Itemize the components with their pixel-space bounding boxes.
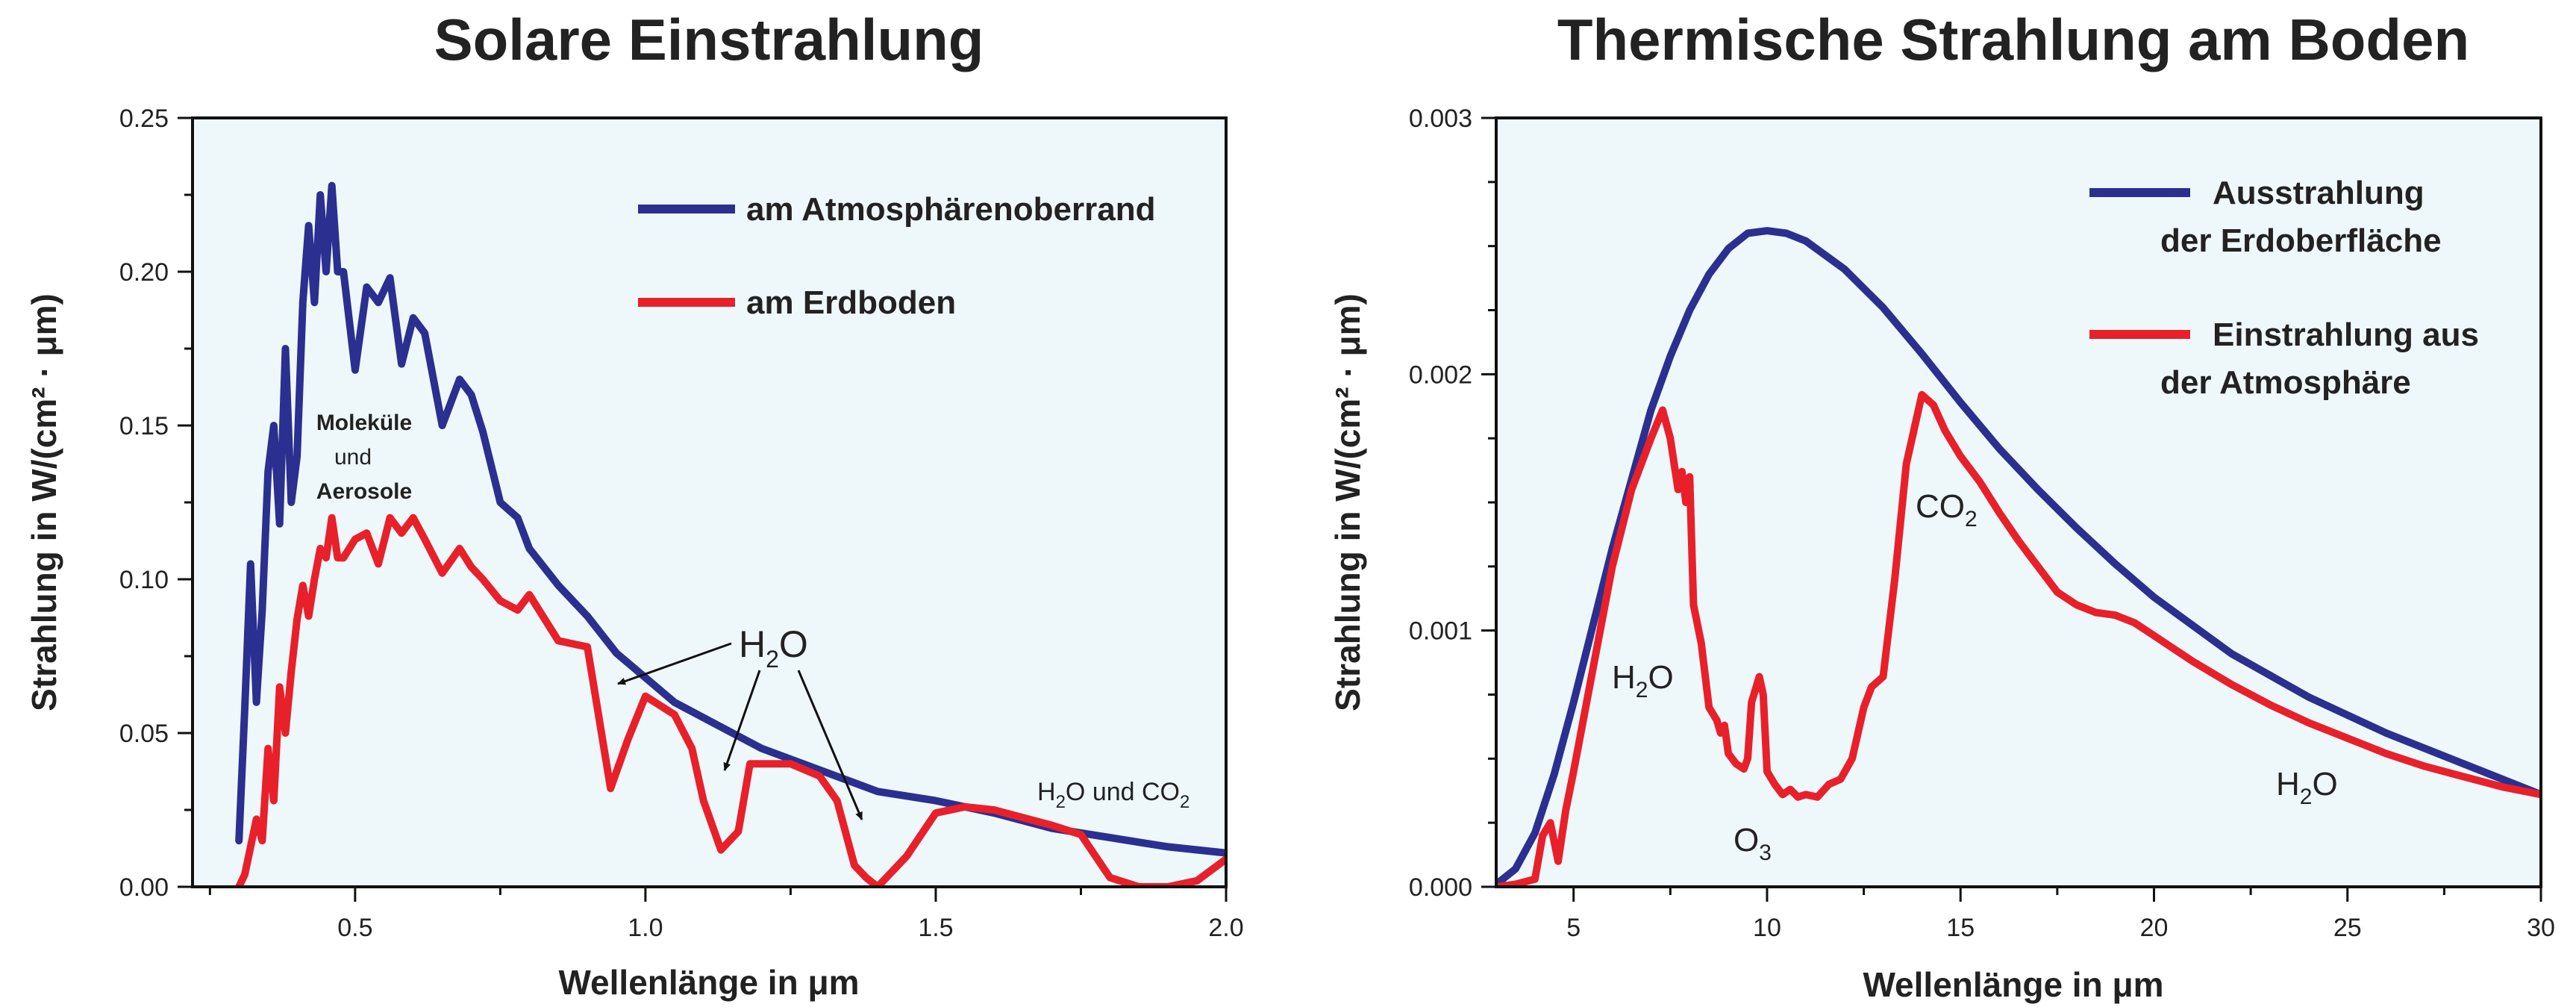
y-tick-label: 0.002 (1409, 361, 1472, 389)
x-tick-label: 30 (2527, 914, 2555, 942)
annotation-arrow-1 (617, 642, 732, 685)
series-lines (235, 181, 1226, 887)
x-tick-label: 1.0 (628, 914, 663, 942)
y-tick-label: 0.25 (119, 105, 169, 133)
series-line-blue (1496, 227, 2541, 887)
axis-ticks: 5 10 15 20 25 30 0.000 0.001 0.002 0.003 (1409, 105, 2555, 942)
annotation-h2o-co2: H2O und CO2 (1037, 778, 1189, 812)
legend-label-ground: am Erdboden (746, 284, 956, 321)
y-tick-label: 0.000 (1409, 873, 1472, 902)
annotation-arrow-3 (797, 670, 863, 820)
chart-solar: Solare Einstrahlung 0.5 1.0 1.5 2.0 0.00 0.05… (25, 7, 1244, 1002)
legend-label-surface-line1: Ausstrahlung (2213, 175, 2425, 211)
plot-area (1496, 118, 2541, 887)
y-tick-label: 0.15 (119, 412, 169, 440)
annotation-co2: CO2 (1916, 488, 1978, 531)
x-tick-label: 2.0 (1208, 914, 1243, 942)
y-tick-label: 0.00 (119, 873, 169, 902)
x-tick-label: 10 (1753, 914, 1781, 942)
series-line-red (1496, 390, 2541, 887)
plot-area (193, 118, 1226, 887)
x-axis-label: Wellenlänge in μm (1863, 965, 2163, 1004)
y-tick-label: 0.20 (119, 258, 169, 287)
x-axis-label: Wellenlänge in μm (558, 963, 859, 1002)
x-tick-label: 25 (2333, 914, 2362, 942)
y-axis-label: Strahlung in W/(cm² · μm) (25, 293, 63, 711)
chart-thermal: Thermische Strahlung am Boden 5 10 15 20 25 3… (1328, 7, 2555, 1004)
annotation-arrow-2 (723, 670, 761, 771)
annotation-h2o-right: H2O (2276, 766, 2338, 809)
series-line-blue (235, 181, 1226, 857)
legend-label-surface-line2: der Erdoberfläche (2160, 222, 2442, 259)
legend-label-toa: am Atmosphärenoberrand (746, 191, 1155, 228)
annotation-aerosole: Aerosole (316, 479, 412, 504)
y-tick-label: 0.001 (1409, 617, 1472, 646)
y-axis-label: Strahlung in W/(cm² · μm) (1328, 293, 1367, 711)
series-line-red (235, 514, 1226, 887)
x-tick-label: 0.5 (337, 914, 372, 942)
plot-frame (1495, 116, 2542, 888)
annotation-h2o-main: H2O (739, 623, 808, 673)
annotation-h2o-left: H2O (1612, 659, 1674, 702)
x-tick-label: 20 (2140, 914, 2169, 942)
y-tick-label: 0.05 (119, 720, 169, 748)
series-lines (1496, 227, 2541, 887)
y-tick-label: 0.003 (1409, 105, 1472, 133)
x-tick-label: 15 (1946, 914, 1975, 942)
chart-title: Thermische Strahlung am Boden (1557, 7, 2469, 72)
annotation-molekuele: Moleküle (316, 411, 412, 435)
x-tick-label: 5 (1566, 914, 1581, 942)
legend-label-atmosphere-line1: Einstrahlung aus (2213, 317, 2479, 353)
chart-title: Solare Einstrahlung (434, 7, 984, 72)
legend-label-atmosphere-line2: der Atmosphäre (2160, 364, 2411, 401)
y-tick-label: 0.10 (119, 566, 169, 594)
plot-frame (191, 116, 1228, 888)
annotation-o3: O3 (1734, 822, 1772, 865)
x-tick-label: 1.5 (918, 914, 953, 942)
axis-ticks: 0.5 1.0 1.5 2.0 0.00 0.05 0.10 0.15 0.20 0.25 (119, 105, 1244, 942)
annotation-und: und (334, 445, 372, 470)
